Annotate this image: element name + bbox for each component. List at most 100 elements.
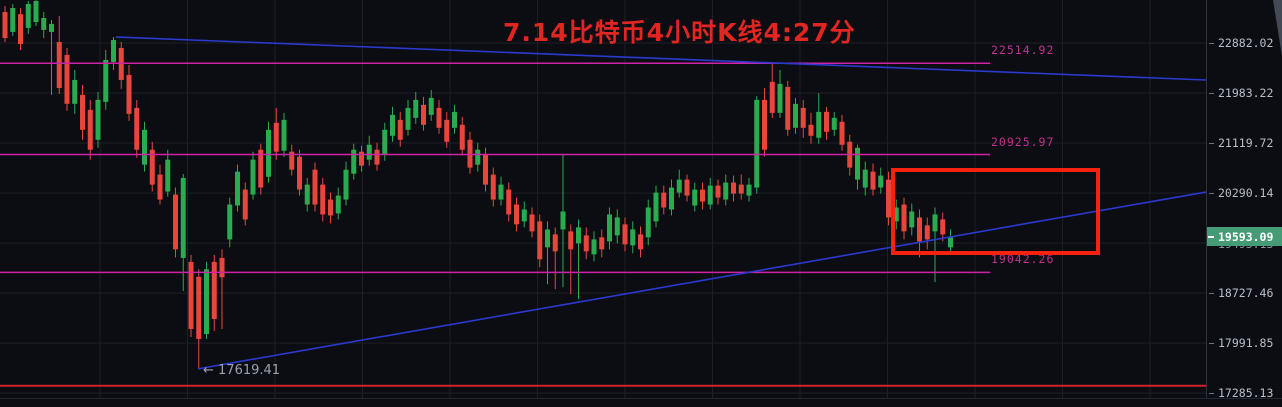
candle [312,169,318,205]
candle [87,109,93,150]
candle [785,86,791,130]
candle [498,184,504,200]
price-level-label-middle: 20925.97 [991,134,1055,149]
candle [560,211,566,230]
candle [537,221,543,260]
candle [80,94,85,130]
candle [320,184,326,215]
candle [382,129,388,155]
candle [924,225,930,240]
candle [521,209,527,222]
candle [366,144,372,160]
candle [700,189,705,202]
candle [227,204,233,240]
y-axis-label: 21983.22 [1209,86,1273,100]
candle [529,214,535,232]
candle [459,124,465,150]
candle [56,42,62,88]
candle [490,174,496,200]
candle [374,149,380,165]
candle [405,107,411,130]
candle [514,204,519,225]
low-price-annotation: ← 17619.41 [203,363,281,379]
price-level-label-lower: 19042.26 [991,252,1055,267]
candle [614,217,620,236]
y-axis-label: 18727.46 [1209,286,1273,300]
candle [669,187,674,210]
candle [281,119,287,151]
candle [359,151,364,166]
scrollbar-thumb[interactable] [1273,0,1282,56]
candle [421,104,426,125]
candle [607,214,612,242]
candle [769,81,775,113]
candle [886,179,891,218]
candle [188,261,194,330]
candle [335,195,341,214]
candle [552,234,558,252]
candle [103,59,109,102]
candle [824,111,829,132]
candle [762,99,767,150]
candle [917,217,922,242]
candle [793,103,798,128]
candle [258,149,264,188]
candle [149,149,155,185]
candle [266,129,271,177]
candle [390,114,395,136]
candle [738,184,744,194]
candle [289,151,295,170]
candle [428,97,434,115]
candle [134,107,140,150]
ascending-trendline[interactable] [197,191,1207,370]
candle [204,269,209,335]
candle [948,236,953,248]
candle [576,227,581,244]
candle [754,99,760,188]
candle [831,117,837,130]
y-axis-label: 22882.02 [1209,36,1273,50]
candle [343,169,349,200]
y-axis-label: 21119.72 [1209,136,1273,150]
candle [18,14,23,44]
candle [10,8,16,32]
badge-tick-icon [1208,235,1214,238]
candle [800,107,806,128]
candle [273,122,279,152]
candle [41,17,47,30]
candle [731,182,736,194]
highlight-rectangle[interactable] [891,168,1100,255]
candle [622,224,628,245]
time-axis-border [0,398,1282,399]
descending-trendline[interactable] [115,36,1207,81]
candle [676,179,682,193]
candle [545,229,550,248]
candle [483,154,488,185]
candle [839,121,845,145]
candle [777,83,783,113]
candle [568,231,574,250]
candle [746,184,752,196]
candle [932,214,938,232]
candle [506,189,512,215]
candle [808,124,814,136]
candle [33,0,39,23]
y-axis-label: 17285.13 [1209,386,1273,400]
candle [196,276,202,339]
candle [64,54,70,104]
candle [630,229,636,246]
candle [599,237,605,250]
candle [862,169,868,188]
candle [111,40,116,62]
candle [250,159,256,195]
candle [452,111,457,128]
last-price-value: 19593.09 [1218,229,1274,244]
candle [684,179,690,196]
last-price-badge: 19593.09 [1207,227,1282,247]
candle [304,184,310,205]
price-axis[interactable]: 19493.13 19593.09 22882.0221983.2221119.… [1206,0,1282,400]
candle [49,23,54,32]
candle [878,175,884,188]
